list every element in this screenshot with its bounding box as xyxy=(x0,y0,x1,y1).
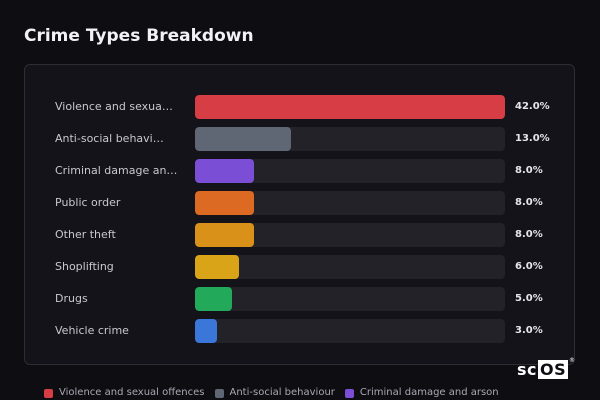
bar-value-label: 6.0% xyxy=(515,261,543,272)
bar-row: Other theft 8.0% xyxy=(25,223,574,247)
bar-track xyxy=(195,223,505,247)
chart-panel: Violence and sexua… 42.0% Anti-social beha… xyxy=(24,64,575,365)
bar-value-label: 5.0% xyxy=(515,293,543,304)
bar xyxy=(195,127,291,151)
bar-track xyxy=(195,95,505,119)
bar-row: Shoplifting 6.0% xyxy=(25,255,574,279)
logo-prefix: sc xyxy=(517,359,538,379)
legend-label: Criminal damage and arson xyxy=(359,387,499,398)
bar-category-label: Other theft xyxy=(55,228,116,241)
legend-label: Anti-social behaviour xyxy=(229,387,335,398)
bar-row: Violence and sexua… 42.0% xyxy=(25,95,574,119)
bar-track xyxy=(195,191,505,215)
bar-category-label: Criminal damage an… xyxy=(55,164,178,177)
bar xyxy=(195,287,232,311)
bar-track xyxy=(195,319,505,343)
logo-boxed-text: OS xyxy=(538,359,569,379)
legend-label: Violence and sexual offences xyxy=(59,387,205,398)
bar-value-label: 8.0% xyxy=(515,165,543,176)
bar-row: Anti-social behavi… 13.0% xyxy=(25,127,574,151)
bar xyxy=(195,319,217,343)
bar-track xyxy=(195,127,505,151)
bar-value-label: 8.0% xyxy=(515,229,543,240)
bar-value-label: 8.0% xyxy=(515,197,543,208)
bar-category-label: Anti-social behavi… xyxy=(55,132,164,145)
bar-category-label: Drugs xyxy=(55,292,88,305)
bar xyxy=(195,95,505,119)
bar-value-label: 13.0% xyxy=(515,133,550,144)
legend-item: Violence and sexual offences xyxy=(44,386,205,400)
bar-track xyxy=(195,159,505,183)
bar xyxy=(195,255,239,279)
legend-swatch xyxy=(44,388,53,398)
bar xyxy=(195,159,254,183)
bar-track xyxy=(195,287,505,311)
legend-item: Anti-social behaviour xyxy=(214,386,335,400)
bar xyxy=(195,191,254,215)
page-title: Crime Types Breakdown xyxy=(24,26,254,46)
bar-category-label: Public order xyxy=(55,196,121,209)
brand-logo: sc OS xyxy=(517,358,569,380)
bar-row: Vehicle crime 3.0% xyxy=(25,319,574,343)
legend-item: Criminal damage and arson xyxy=(344,386,499,400)
legend-swatch xyxy=(214,388,224,398)
bar xyxy=(195,223,254,247)
bar-value-label: 42.0% xyxy=(515,101,550,112)
bar-category-label: Shoplifting xyxy=(55,260,114,273)
chart-legend: Violence and sexual offences Anti-social … xyxy=(44,386,509,400)
bar-track xyxy=(195,255,505,279)
bar-row: Criminal damage an… 8.0% xyxy=(25,159,574,183)
registered-mark: ® xyxy=(569,357,575,364)
legend-swatch xyxy=(344,388,354,398)
bar-category-label: Vehicle crime xyxy=(55,324,129,337)
bar-value-label: 3.0% xyxy=(515,325,543,336)
bar-row: Drugs 5.0% xyxy=(25,287,574,311)
bar-category-label: Violence and sexua… xyxy=(55,100,173,113)
bar-row: Public order 8.0% xyxy=(25,191,574,215)
